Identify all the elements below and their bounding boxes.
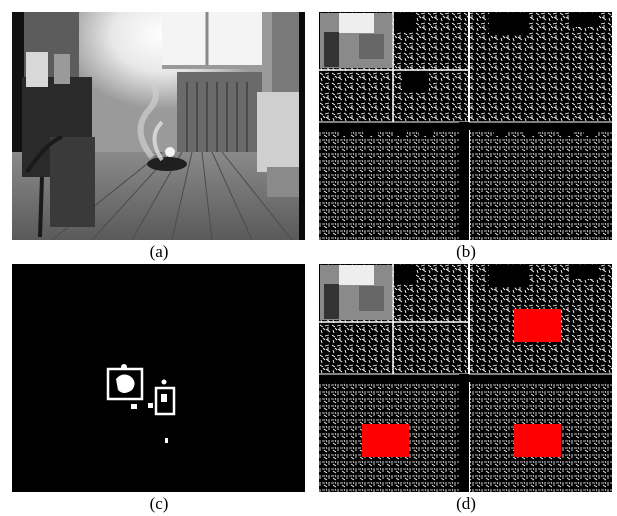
- detection-box: [514, 309, 561, 342]
- room-photo: [12, 12, 305, 240]
- panel-b: (b): [310, 0, 617, 262]
- panel-d-caption: (d): [456, 494, 476, 513]
- panel-b-caption: (b): [456, 242, 476, 261]
- detection-box: [362, 424, 409, 457]
- detection-box: [514, 424, 561, 457]
- panel-d: (d): [310, 262, 617, 516]
- panel-c-caption: (c): [149, 494, 169, 513]
- panel-c: (c): [0, 262, 310, 516]
- panel-a: (a): [0, 0, 310, 262]
- detection-mosaic: [319, 264, 612, 492]
- panel-a-caption: (a): [149, 242, 169, 261]
- edge-mosaic: [319, 12, 612, 240]
- binary-mask: [12, 264, 305, 492]
